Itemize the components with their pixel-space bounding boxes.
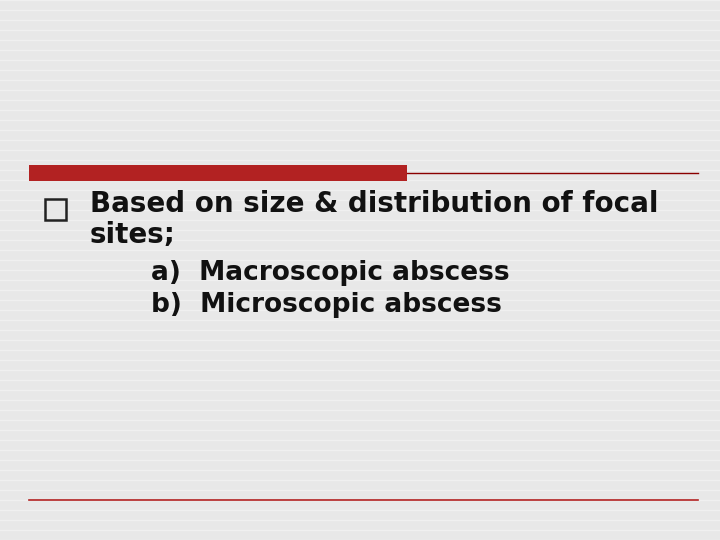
Text: a)  Macroscopic abscess: a) Macroscopic abscess — [151, 260, 510, 286]
Text: b)  Microscopic abscess: b) Microscopic abscess — [151, 292, 502, 318]
Bar — [29, 165, 407, 181]
Bar — [45, 199, 66, 220]
Text: sites;: sites; — [90, 221, 176, 249]
Text: Based on size & distribution of focal: Based on size & distribution of focal — [90, 190, 659, 218]
